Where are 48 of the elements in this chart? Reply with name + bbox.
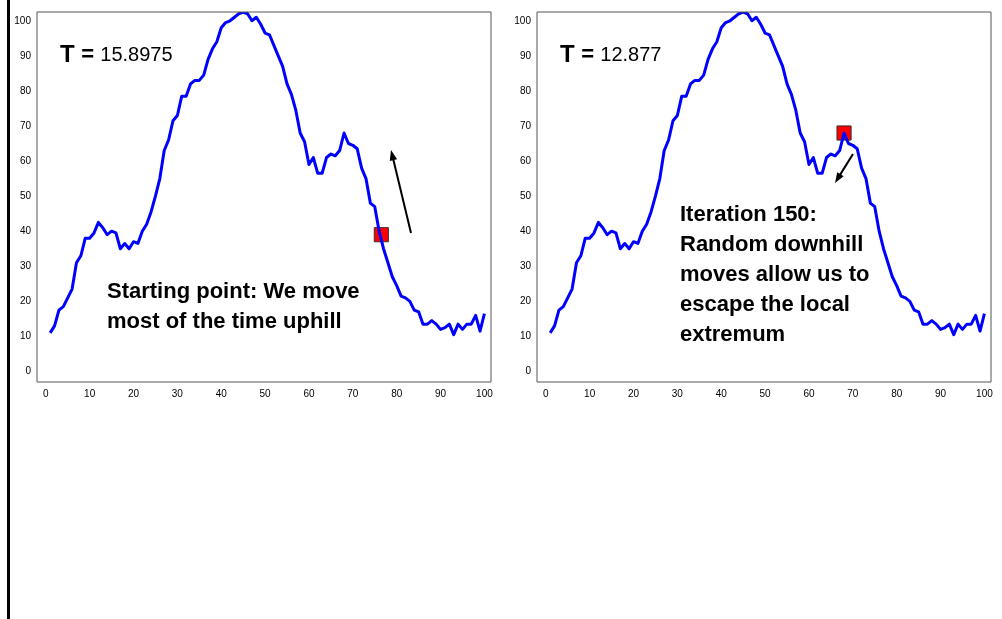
- annotation: T = 12.877: [560, 39, 662, 67]
- x-tick-label: 0: [542, 387, 549, 399]
- y-tick-label: 80: [519, 84, 532, 96]
- y-tick-label: 50: [519, 189, 532, 201]
- y-tick-label: 20: [519, 295, 532, 307]
- x-tick-label: 100: [976, 387, 994, 399]
- y-tick-label: 10: [519, 330, 532, 342]
- x-tick-label: 90: [434, 387, 447, 399]
- y-tick-label: 30: [19, 260, 32, 272]
- x-tick-label: 40: [215, 387, 228, 399]
- x-tick-label: 20: [627, 387, 640, 399]
- x-tick-label: 20: [127, 387, 140, 399]
- y-tick-label: 0: [525, 365, 532, 377]
- annotation: Iteration 150: Random downhill moves allow us to escape the local extremum: [680, 201, 870, 347]
- y-tick-label: 0: [25, 365, 32, 377]
- x-tick-label: 60: [303, 387, 315, 399]
- y-tick-label: 60: [19, 154, 32, 166]
- y-tick-label: 90: [519, 49, 532, 61]
- y-tick-label: 70: [19, 119, 32, 131]
- y-tick-label: 90: [19, 49, 32, 61]
- annotation: Starting point: We move most of the time uphill: [107, 278, 360, 334]
- x-tick-label: 100: [476, 387, 494, 399]
- y-tick-label: 40: [19, 224, 32, 236]
- y-tick-label: 30: [519, 260, 532, 272]
- x-tick-label: 80: [891, 387, 903, 399]
- x-tick-label: 40: [715, 387, 728, 399]
- y-tick-label: 100: [514, 14, 532, 26]
- y-tick-label: 10: [19, 330, 32, 342]
- x-tick-label: 50: [259, 387, 272, 399]
- y-tick-label: 70: [519, 119, 532, 131]
- x-tick-label: 50: [759, 387, 772, 399]
- annotation: T = 15.8975: [60, 39, 173, 67]
- y-tick-label: 40: [519, 224, 532, 236]
- x-tick-label: 30: [671, 387, 684, 399]
- x-tick-label: 90: [934, 387, 947, 399]
- y-tick-label: 60: [519, 154, 532, 166]
- x-tick-label: 70: [847, 387, 859, 399]
- x-tick-label: 10: [84, 387, 96, 399]
- y-tick-label: 80: [19, 84, 32, 96]
- x-tick-label: 30: [171, 387, 184, 399]
- x-tick-label: 60: [803, 387, 815, 399]
- x-tick-label: 70: [347, 387, 359, 399]
- x-tick-label: 10: [584, 387, 596, 399]
- y-tick-label: 100: [14, 14, 32, 26]
- y-tick-label: 20: [19, 295, 32, 307]
- x-tick-label: 80: [391, 387, 403, 399]
- y-tick-label: 50: [19, 189, 32, 201]
- x-tick-label: 0: [42, 387, 49, 399]
